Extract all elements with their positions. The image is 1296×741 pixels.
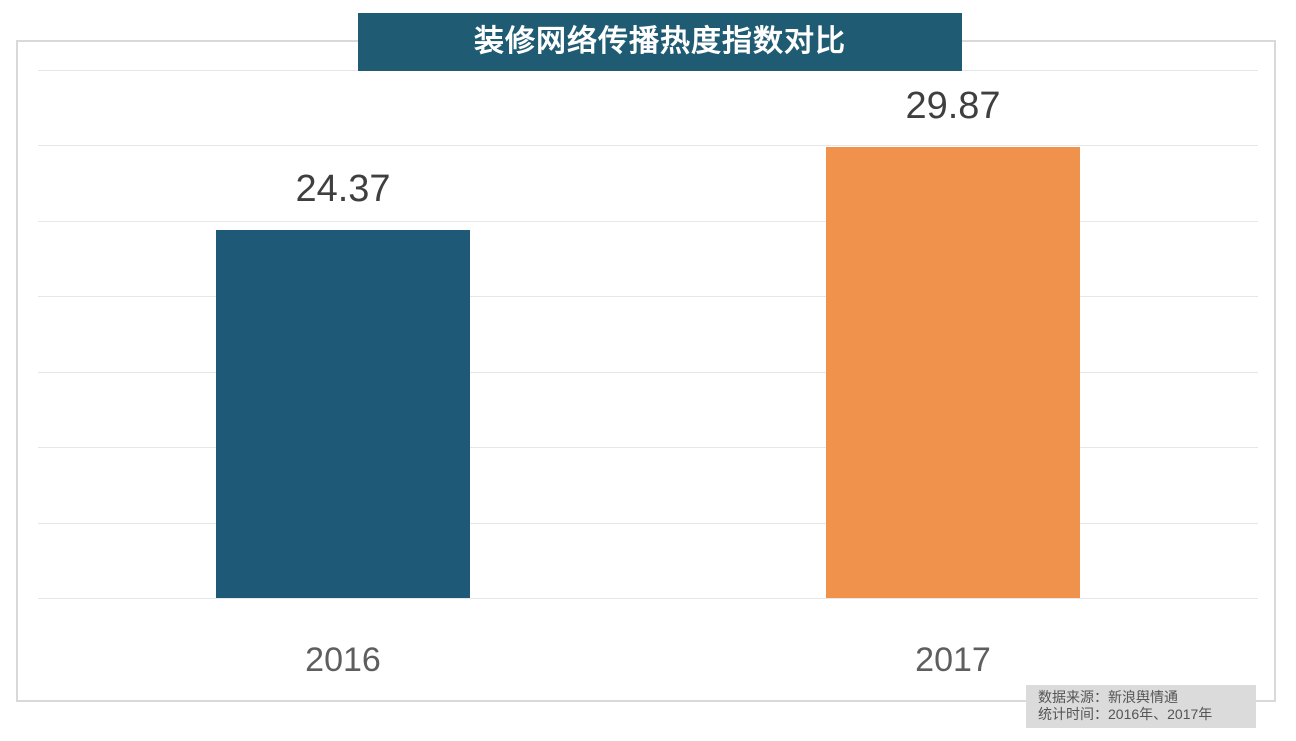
source-note: 数据来源：新浪舆情通 统计时间：2016年、2017年 [1026, 685, 1256, 728]
gridline-y30 [38, 145, 1258, 147]
chart-title: 装修网络传播热度指数对比 [358, 13, 962, 71]
bar-2017[interactable] [826, 147, 1080, 598]
gridline-y20 [38, 296, 1258, 298]
source-note-line-source: 数据来源：新浪舆情通 [1038, 689, 1178, 705]
gridline-y5 [38, 522, 1258, 524]
bar-value-label-2017: 29.87 [905, 85, 1001, 128]
source-note-line-period: 统计时间：2016年、2017年 [1038, 706, 1213, 722]
x-axis-label-2016: 2016 [305, 641, 381, 679]
gridline-y25 [38, 220, 1258, 222]
bar-2016[interactable] [216, 230, 470, 598]
gridline-y10 [38, 447, 1258, 449]
gridline-y15 [38, 371, 1258, 373]
gridline-y0 [38, 598, 1258, 599]
bar-value-label-2016: 24.37 [295, 168, 391, 211]
x-axis-label-2017: 2017 [915, 641, 991, 679]
